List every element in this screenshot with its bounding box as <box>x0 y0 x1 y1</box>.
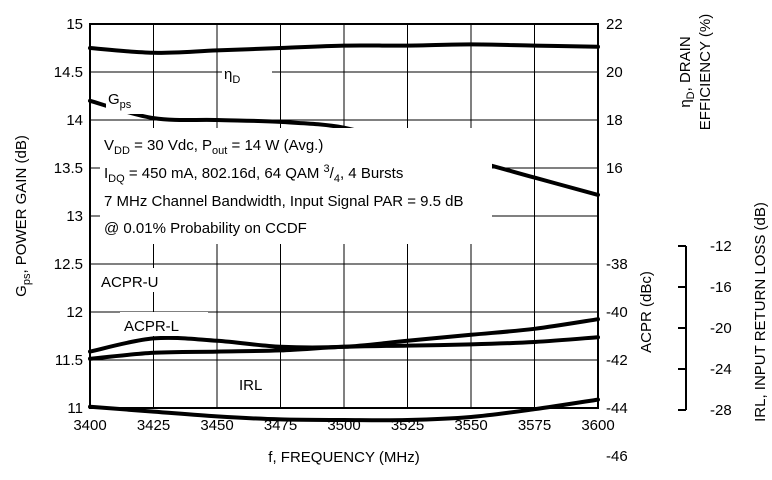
right-tick-label-acpr: -38 <box>606 256 628 273</box>
x-tick-label: 3525 <box>391 417 424 434</box>
conditions-line-1: VDD = 30 Vdc, Pout = 14 W (Avg.) <box>104 137 323 157</box>
left-tick-label: 12.5 <box>54 256 83 273</box>
series-label-eta-d: ηD <box>224 66 240 86</box>
right-axis-label-efficiency-line-2: EFFICIENCY (%) <box>697 14 714 130</box>
right-tick-label-irl: -28 <box>710 402 732 419</box>
right-tick-label-efficiency: 20 <box>606 64 623 81</box>
left-tick-label: 11.5 <box>55 352 83 369</box>
right-tick-labels: 22 20 18 16 -38 -40 -42 -44 -46 <box>606 16 628 465</box>
series-line-acpr-l <box>88 335 600 361</box>
plot-frame <box>89 23 599 409</box>
acpr-l-label-bg <box>120 312 208 336</box>
conditions-line-2: IDQ = 450 mA, 802.16d, 64 QAM 3/4, 4 Bur… <box>104 163 403 185</box>
left-tick-labels: 11 11.5 12 12.5 13 13.5 14 14.5 15 <box>54 16 83 417</box>
series-label-acpr-u: ACPR-U <box>101 274 159 291</box>
irl-scale: -12 -16 -20 -24 -28 <box>678 238 732 419</box>
right-tick-label-irl: -24 <box>710 361 732 378</box>
series-line-irl <box>88 397 600 423</box>
left-tick-label: 13.5 <box>54 160 83 177</box>
left-tick-label: 12 <box>66 304 83 321</box>
x-tick-label: 3600 <box>581 417 614 434</box>
left-tick-label: 15 <box>66 16 83 33</box>
right-axis-label-irl: IRL, INPUT RETURN LOSS (dB) <box>752 202 769 422</box>
left-axis-label: Gps, POWER GAIN (dB) <box>13 135 33 297</box>
x-axis-label: f, FREQUENCY (MHz) <box>268 449 419 466</box>
right-tick-label-acpr: -44 <box>606 400 628 417</box>
right-tick-label-irl: -16 <box>710 279 732 296</box>
right-tick-label-efficiency: 22 <box>606 16 623 33</box>
right-tick-label-efficiency: 16 <box>606 160 623 177</box>
x-tick-labels: 3400 3425 3450 3475 3500 3525 3550 3575 3600 <box>73 417 614 434</box>
conditions-box-bg <box>100 128 492 244</box>
right-axis-label-efficiency-line-1: ηD, DRAIN <box>677 36 697 107</box>
left-tick-label: 11 <box>67 400 83 417</box>
right-tick-label-acpr: -42 <box>606 352 628 369</box>
x-tick-label: 3425 <box>137 417 170 434</box>
right-axis-label-acpr: ACPR (dBc) <box>638 271 655 353</box>
series-label-acpr-l: ACPR-L <box>124 318 179 335</box>
right-tick-label-acpr: -46 <box>606 448 628 465</box>
right-tick-label-irl: -20 <box>710 320 732 337</box>
series-line--d <box>88 42 600 55</box>
gps-label-bg <box>106 84 150 114</box>
series-label-irl: IRL <box>239 377 262 394</box>
conditions-line-4: @ 0.01% Probability on CCDF <box>104 220 307 237</box>
left-tick-label: 13 <box>66 208 83 225</box>
acpr-u-label-bg <box>98 268 186 292</box>
right-tick-label-efficiency: 18 <box>606 112 623 129</box>
right-tick-label-irl: -12 <box>710 238 732 255</box>
x-tick-label: 3550 <box>454 417 487 434</box>
x-tick-label: 3450 <box>200 417 233 434</box>
x-tick-label: 3500 <box>327 417 360 434</box>
x-tick-label: 3400 <box>73 417 106 434</box>
x-tick-label: 3475 <box>264 417 297 434</box>
left-tick-label: 14.5 <box>54 64 83 81</box>
x-tick-label: 3575 <box>518 417 551 434</box>
left-tick-label: 14 <box>66 112 83 129</box>
irl-label-bg <box>236 371 276 395</box>
conditions-line-3: 7 MHz Channel Bandwidth, Input Signal PA… <box>104 193 464 210</box>
conditions-annotation: VDD = 30 Vdc, Pout = 14 W (Avg.) IDQ = 4… <box>104 137 464 237</box>
eta-label-bg <box>222 58 272 84</box>
series-label-gps: Gps <box>108 91 132 111</box>
right-tick-label-acpr: -40 <box>606 304 628 321</box>
